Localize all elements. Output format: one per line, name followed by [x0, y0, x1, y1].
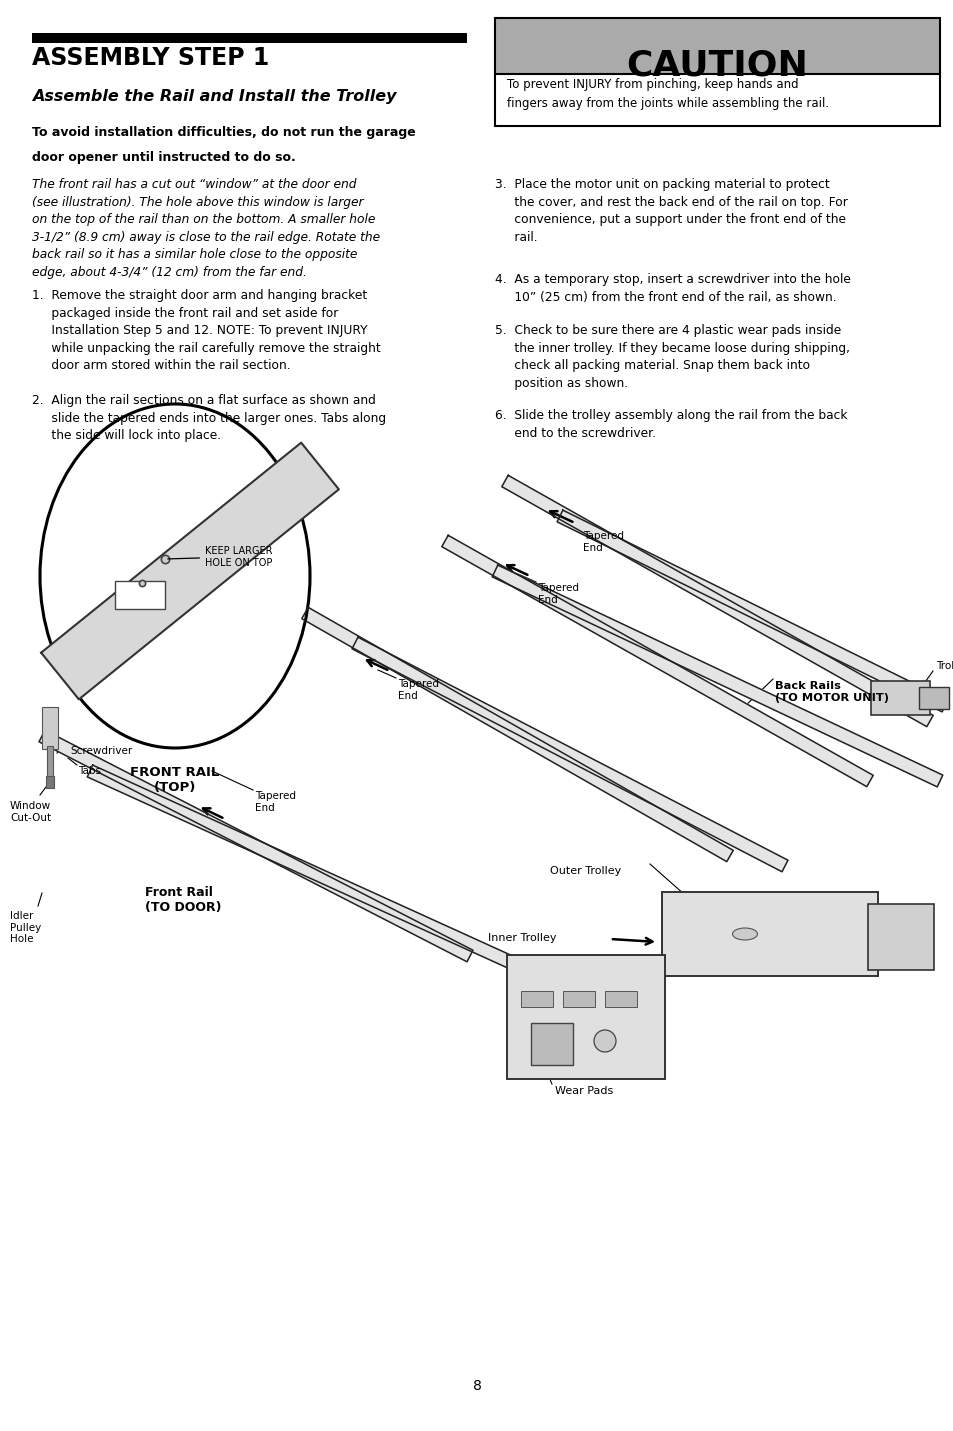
Polygon shape	[492, 565, 942, 787]
Polygon shape	[88, 766, 532, 977]
Bar	[32, 33, 467, 43]
Polygon shape	[41, 442, 338, 700]
Text: 6.  Slide the trolley assembly along the rail from the back
     end to the scre: 6. Slide the trolley assembly along the …	[495, 409, 846, 439]
Text: Tapered
End: Tapered End	[582, 531, 623, 552]
Text: Tabs: Tabs	[78, 766, 101, 776]
FancyBboxPatch shape	[870, 681, 929, 716]
Polygon shape	[301, 607, 733, 861]
FancyBboxPatch shape	[506, 954, 664, 1079]
FancyBboxPatch shape	[604, 992, 637, 1007]
Polygon shape	[557, 511, 947, 711]
FancyBboxPatch shape	[42, 707, 58, 748]
Text: Back Rails
(TO MOTOR UNIT): Back Rails (TO MOTOR UNIT)	[774, 681, 888, 703]
Text: FRONT RAIL
(TOP): FRONT RAIL (TOP)	[131, 766, 219, 794]
Text: Screwdriver: Screwdriver	[70, 746, 132, 756]
Bar	[495, 74, 939, 126]
Text: 2.  Align the rail sections on a flat surface as shown and
     slide the tapere: 2. Align the rail sections on a flat sur…	[32, 394, 386, 442]
FancyBboxPatch shape	[520, 992, 553, 1007]
Text: To prevent INJURY from pinching, keep hands and
fingers away from the joints whi: To prevent INJURY from pinching, keep ha…	[506, 79, 828, 110]
Text: Inner Trolley: Inner Trolley	[488, 933, 556, 943]
FancyBboxPatch shape	[115, 581, 165, 610]
FancyBboxPatch shape	[661, 892, 877, 976]
FancyBboxPatch shape	[918, 687, 948, 708]
Text: The front rail has a cut out “window” at the door end
(see illustration). The ho: The front rail has a cut out “window” at…	[32, 177, 379, 279]
Polygon shape	[39, 730, 473, 962]
Text: CAUTION: CAUTION	[626, 49, 807, 82]
Text: Tapered
End: Tapered End	[254, 791, 295, 813]
Text: Wear Pads: Wear Pads	[555, 1086, 613, 1096]
Text: KEEP LARGER
HOLE ON TOP: KEEP LARGER HOLE ON TOP	[168, 547, 273, 568]
Text: Idler
Pulley
Hole: Idler Pulley Hole	[10, 912, 41, 944]
Ellipse shape	[732, 927, 757, 940]
Text: Tapered
End: Tapered End	[397, 678, 438, 701]
Text: Front Rail
(TO DOOR): Front Rail (TO DOOR)	[145, 886, 221, 914]
Text: Outer Trolley: Outer Trolley	[550, 866, 620, 876]
Text: 3.  Place the motor unit on packing material to protect
     the cover, and rest: 3. Place the motor unit on packing mater…	[495, 177, 847, 243]
Text: Window
Cut-Out: Window Cut-Out	[10, 801, 51, 823]
Bar	[495, 19, 939, 76]
FancyBboxPatch shape	[867, 904, 933, 970]
Polygon shape	[352, 637, 787, 871]
FancyBboxPatch shape	[46, 776, 54, 788]
Text: 1.  Remove the straight door arm and hanging bracket
     packaged inside the fr: 1. Remove the straight door arm and hang…	[32, 289, 380, 372]
Text: 4.  As a temporary stop, insert a screwdriver into the hole
     10” (25 cm) fro: 4. As a temporary stop, insert a screwdr…	[495, 273, 850, 303]
Ellipse shape	[40, 404, 310, 748]
FancyBboxPatch shape	[562, 992, 595, 1007]
FancyBboxPatch shape	[531, 1023, 573, 1065]
Ellipse shape	[594, 1030, 616, 1052]
Text: Tapered
End: Tapered End	[537, 582, 578, 605]
Text: Assemble the Rail and Install the Trolley: Assemble the Rail and Install the Trolle…	[32, 89, 396, 104]
Text: To avoid installation difficulties, do not run the garage: To avoid installation difficulties, do n…	[32, 126, 416, 139]
FancyBboxPatch shape	[47, 746, 53, 778]
Text: Trolley: Trolley	[935, 661, 953, 671]
Polygon shape	[441, 535, 872, 787]
Polygon shape	[501, 475, 932, 727]
Text: 8: 8	[472, 1379, 481, 1392]
Text: ASSEMBLY STEP 1: ASSEMBLY STEP 1	[32, 46, 269, 70]
Text: 5.  Check to be sure there are 4 plastic wear pads inside
     the inner trolley: 5. Check to be sure there are 4 plastic …	[495, 323, 849, 389]
Text: door opener until instructed to do so.: door opener until instructed to do so.	[32, 152, 295, 165]
